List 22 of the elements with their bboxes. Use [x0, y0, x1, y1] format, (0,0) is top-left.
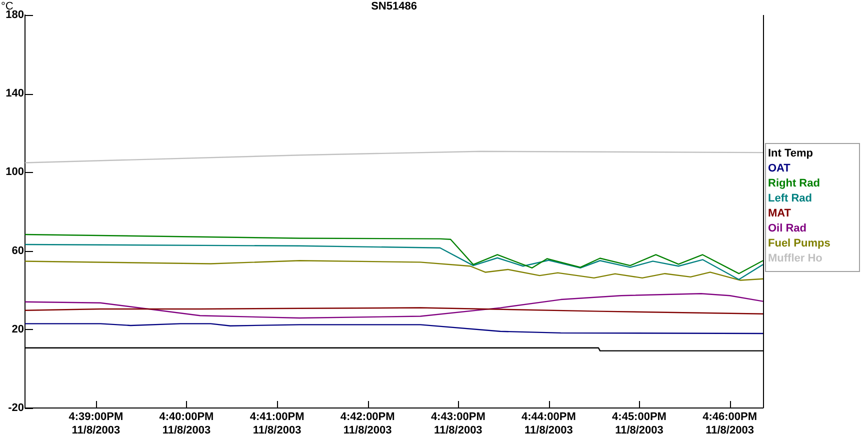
- text: Int Temp: [768, 148, 814, 160]
- x-tick-label: 4:39:00PM 11/8/2003: [68, 410, 124, 437]
- chart-title: SN51486: [371, 0, 417, 13]
- text: Oil Rad: [768, 222, 807, 235]
- text: Fuel Pumps: [768, 238, 830, 250]
- text: OAT: [768, 162, 791, 175]
- x-tick-label: 4:42:00PM 11/8/2003: [340, 410, 395, 437]
- x-tick-label: 4:43:00PM 11/8/2003: [430, 410, 486, 437]
- y-tick-label: 100: [6, 166, 24, 178]
- y-tick-label: 60: [12, 244, 24, 257]
- x-tick-label: 4:41:00PM 11/8/2003: [250, 410, 304, 437]
- text: Muffler Ho: [768, 252, 823, 265]
- y-tick-label: -20: [8, 402, 24, 414]
- x-tick-label: 4:46:00PM 11/8/2003: [702, 410, 758, 437]
- text: Left Rad: [768, 192, 812, 205]
- x-tick-label: 4:40:00PM 11/8/2003: [159, 410, 214, 437]
- y-tick-label: 140: [6, 88, 24, 100]
- x-tick-label: 4:44:00PM 11/8/2003: [521, 410, 576, 437]
- y-tick-label: 20: [12, 323, 24, 336]
- text: MAT: [768, 208, 792, 220]
- text: Right Rad: [768, 178, 820, 190]
- x-tick-label: 4:45:00PM 11/8/2003: [612, 410, 666, 437]
